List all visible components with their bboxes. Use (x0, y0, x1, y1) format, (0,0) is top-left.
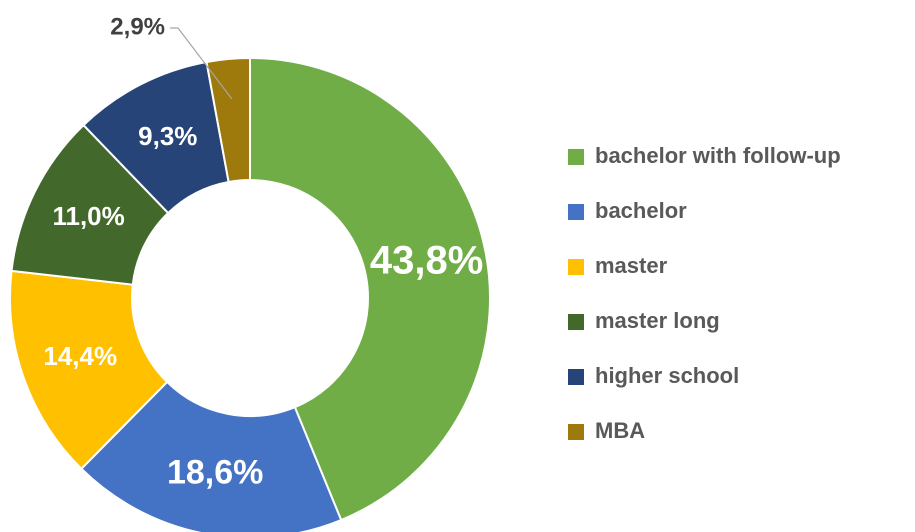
slice (9, 269, 169, 471)
legend-label: MBA (595, 418, 645, 443)
slice (79, 380, 343, 532)
data-label: 9,3% (138, 121, 197, 151)
legend-label: bachelor (595, 198, 687, 223)
data-label: 11,0% (52, 201, 124, 231)
legend-swatch (568, 149, 584, 165)
legend-label: bachelor with follow-up (595, 143, 841, 168)
legend-swatch (568, 314, 584, 330)
legend-swatch (568, 259, 584, 275)
data-label: 43,8% (370, 239, 483, 283)
slice (249, 56, 491, 522)
legend-label: master long (595, 308, 720, 333)
legend-label: master (595, 253, 668, 278)
data-label: 14,4% (43, 341, 117, 371)
data-label: 2,9% (110, 13, 165, 40)
legend-swatch (568, 369, 584, 385)
legend-label: higher school (595, 363, 739, 388)
slice (205, 56, 251, 184)
data-label: 18,6% (167, 454, 263, 492)
leader-line (170, 27, 233, 100)
legend-swatch (568, 204, 584, 220)
legend-swatch (568, 424, 584, 440)
